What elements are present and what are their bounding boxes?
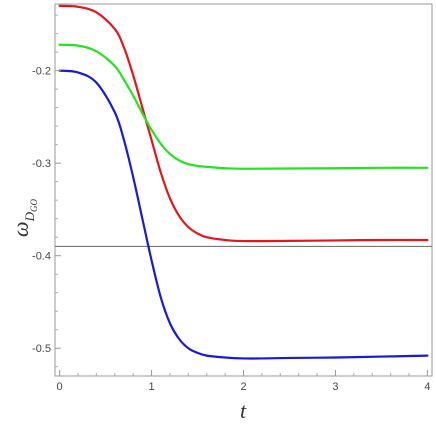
series-line-2 bbox=[58, 43, 429, 170]
y-tick-label: -0.4 bbox=[32, 251, 51, 263]
plot-frame bbox=[54, 3, 433, 377]
y-tick-label: -0.3 bbox=[32, 158, 51, 170]
x-tick-label: 3 bbox=[332, 381, 338, 393]
y-axis-title-main: ω bbox=[8, 221, 33, 237]
x-tick-label: 4 bbox=[424, 381, 430, 393]
y-tick-label: -0.5 bbox=[32, 343, 51, 355]
y-tick-label: -0.2 bbox=[32, 66, 51, 78]
x-tick-label: 1 bbox=[148, 381, 154, 393]
series-line-1 bbox=[58, 4, 429, 243]
series-line-3 bbox=[58, 69, 429, 360]
y-axis-title: ωDGO bbox=[8, 199, 39, 237]
svg-text:ωDGO: ωDGO bbox=[8, 199, 39, 237]
x-axis-title: t bbox=[240, 398, 247, 423]
x-tick-label: 0 bbox=[57, 381, 63, 393]
x-tick-label: 2 bbox=[240, 381, 246, 393]
y-axis-title-subsub: GO bbox=[29, 199, 39, 212]
y-axis-title-sub: D bbox=[22, 211, 37, 222]
y-ticks: -0.2 -0.3 -0.4 -0.5 bbox=[32, 14, 61, 368]
x-ticks: 0 1 2 3 4 bbox=[57, 370, 430, 393]
series-layer bbox=[58, 4, 429, 360]
